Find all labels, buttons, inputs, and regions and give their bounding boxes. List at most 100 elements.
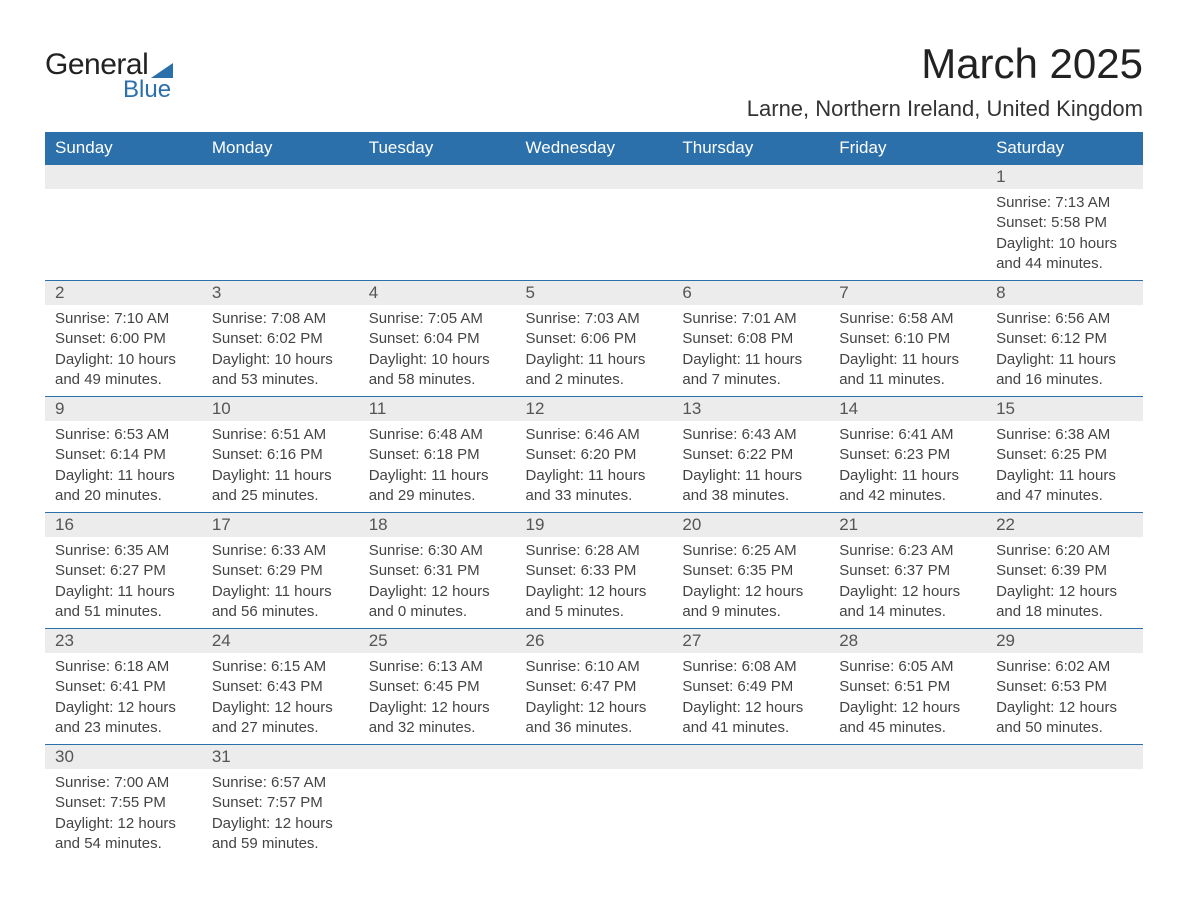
day-detail-line: Daylight: 10 hours [996, 234, 1133, 254]
day-detail-line: Daylight: 12 hours [839, 582, 976, 602]
day-detail-line: Daylight: 12 hours [212, 698, 349, 718]
day-detail-cell: Sunrise: 6:15 AMSunset: 6:43 PMDaylight:… [202, 653, 359, 745]
day-detail-line: Daylight: 11 hours [55, 466, 192, 486]
col-friday: Friday [829, 132, 986, 165]
day-detail-line: Sunset: 6:41 PM [55, 677, 192, 697]
day-detail-cell: Sunrise: 6:41 AMSunset: 6:23 PMDaylight:… [829, 421, 986, 513]
day-detail-line: Sunset: 6:51 PM [839, 677, 976, 697]
day-detail-line: and 25 minutes. [212, 486, 349, 506]
day-detail-cell [516, 769, 673, 860]
day-detail-cell: Sunrise: 7:01 AMSunset: 6:08 PMDaylight:… [672, 305, 829, 397]
day-number-cell: 26 [516, 629, 673, 654]
day-detail-line: and 23 minutes. [55, 718, 192, 738]
daynum-row: 1 [45, 165, 1143, 190]
day-number-cell: 3 [202, 281, 359, 306]
day-detail-cell: Sunrise: 6:46 AMSunset: 6:20 PMDaylight:… [516, 421, 673, 513]
day-detail-line: and 20 minutes. [55, 486, 192, 506]
day-number-cell: 1 [986, 165, 1143, 190]
day-detail-line: Sunrise: 6:33 AM [212, 541, 349, 561]
day-detail-line: Sunset: 6:02 PM [212, 329, 349, 349]
detail-row: Sunrise: 6:18 AMSunset: 6:41 PMDaylight:… [45, 653, 1143, 745]
day-detail-cell [516, 189, 673, 281]
day-detail-line: Sunrise: 6:43 AM [682, 425, 819, 445]
day-detail-line: Daylight: 10 hours [369, 350, 506, 370]
day-detail-line: Daylight: 11 hours [682, 350, 819, 370]
day-detail-line: Sunrise: 6:23 AM [839, 541, 976, 561]
day-detail-line: Sunrise: 6:57 AM [212, 773, 349, 793]
day-detail-line: and 16 minutes. [996, 370, 1133, 390]
title-block: March 2025 Larne, Northern Ireland, Unit… [747, 40, 1143, 122]
calendar-table: Sunday Monday Tuesday Wednesday Thursday… [45, 132, 1143, 860]
day-detail-line: Sunrise: 7:00 AM [55, 773, 192, 793]
day-detail-line: Sunrise: 6:02 AM [996, 657, 1133, 677]
day-detail-line: Sunset: 6:45 PM [369, 677, 506, 697]
day-number-cell [516, 165, 673, 190]
day-detail-line: Daylight: 12 hours [682, 582, 819, 602]
day-detail-cell: Sunrise: 6:05 AMSunset: 6:51 PMDaylight:… [829, 653, 986, 745]
day-detail-cell: Sunrise: 6:56 AMSunset: 6:12 PMDaylight:… [986, 305, 1143, 397]
day-detail-line: Sunrise: 6:38 AM [996, 425, 1133, 445]
day-number-cell: 30 [45, 745, 202, 770]
day-detail-line: and 14 minutes. [839, 602, 976, 622]
day-number-cell: 19 [516, 513, 673, 538]
day-detail-cell: Sunrise: 7:03 AMSunset: 6:06 PMDaylight:… [516, 305, 673, 397]
day-number-cell [672, 165, 829, 190]
detail-row: Sunrise: 7:00 AMSunset: 7:55 PMDaylight:… [45, 769, 1143, 860]
day-detail-line: Daylight: 11 hours [55, 582, 192, 602]
day-detail-line: Sunrise: 6:20 AM [996, 541, 1133, 561]
day-detail-cell: Sunrise: 6:25 AMSunset: 6:35 PMDaylight:… [672, 537, 829, 629]
day-detail-line: Sunset: 6:16 PM [212, 445, 349, 465]
day-detail-line: Sunrise: 7:08 AM [212, 309, 349, 329]
day-detail-line: Daylight: 12 hours [996, 698, 1133, 718]
day-detail-line: Sunset: 6:00 PM [55, 329, 192, 349]
day-detail-line: Sunrise: 6:58 AM [839, 309, 976, 329]
detail-row: Sunrise: 6:53 AMSunset: 6:14 PMDaylight:… [45, 421, 1143, 513]
day-detail-line: Sunset: 6:12 PM [996, 329, 1133, 349]
day-detail-cell: Sunrise: 6:30 AMSunset: 6:31 PMDaylight:… [359, 537, 516, 629]
day-detail-line: Sunrise: 6:25 AM [682, 541, 819, 561]
day-detail-cell: Sunrise: 6:57 AMSunset: 7:57 PMDaylight:… [202, 769, 359, 860]
day-detail-line: Sunrise: 6:56 AM [996, 309, 1133, 329]
day-detail-line: and 42 minutes. [839, 486, 976, 506]
logo: General Blue [45, 48, 173, 104]
day-detail-line: Sunset: 6:18 PM [369, 445, 506, 465]
day-detail-line: Daylight: 11 hours [839, 350, 976, 370]
day-detail-line: and 2 minutes. [526, 370, 663, 390]
day-number-cell: 21 [829, 513, 986, 538]
day-detail-line: and 49 minutes. [55, 370, 192, 390]
day-number-cell: 12 [516, 397, 673, 422]
day-detail-cell: Sunrise: 6:33 AMSunset: 6:29 PMDaylight:… [202, 537, 359, 629]
day-detail-cell: Sunrise: 7:05 AMSunset: 6:04 PMDaylight:… [359, 305, 516, 397]
day-detail-line: Sunset: 6:27 PM [55, 561, 192, 581]
day-detail-line: Sunset: 7:57 PM [212, 793, 349, 813]
location-subtitle: Larne, Northern Ireland, United Kingdom [747, 96, 1143, 122]
col-monday: Monday [202, 132, 359, 165]
day-detail-cell: Sunrise: 6:48 AMSunset: 6:18 PMDaylight:… [359, 421, 516, 513]
day-detail-line: and 29 minutes. [369, 486, 506, 506]
day-detail-line: Sunset: 6:31 PM [369, 561, 506, 581]
day-number-cell: 24 [202, 629, 359, 654]
day-detail-line: Sunset: 6:39 PM [996, 561, 1133, 581]
day-detail-cell [672, 189, 829, 281]
day-detail-cell: Sunrise: 6:53 AMSunset: 6:14 PMDaylight:… [45, 421, 202, 513]
day-detail-line: Daylight: 12 hours [526, 698, 663, 718]
day-detail-line: and 33 minutes. [526, 486, 663, 506]
day-detail-line: Daylight: 12 hours [526, 582, 663, 602]
day-number-cell: 31 [202, 745, 359, 770]
day-detail-line: Sunrise: 6:15 AM [212, 657, 349, 677]
daynum-row: 3031 [45, 745, 1143, 770]
day-detail-cell: Sunrise: 6:51 AMSunset: 6:16 PMDaylight:… [202, 421, 359, 513]
day-detail-line: Daylight: 11 hours [526, 466, 663, 486]
day-detail-line: Daylight: 12 hours [996, 582, 1133, 602]
day-number-cell: 27 [672, 629, 829, 654]
day-number-cell: 4 [359, 281, 516, 306]
day-detail-line: Sunset: 6:22 PM [682, 445, 819, 465]
day-detail-line: and 38 minutes. [682, 486, 819, 506]
day-detail-line: and 32 minutes. [369, 718, 506, 738]
day-detail-line: Sunrise: 6:10 AM [526, 657, 663, 677]
day-number-cell: 20 [672, 513, 829, 538]
day-detail-cell [45, 189, 202, 281]
day-detail-line: Sunrise: 7:10 AM [55, 309, 192, 329]
day-detail-cell [359, 189, 516, 281]
day-detail-line: Sunset: 6:14 PM [55, 445, 192, 465]
